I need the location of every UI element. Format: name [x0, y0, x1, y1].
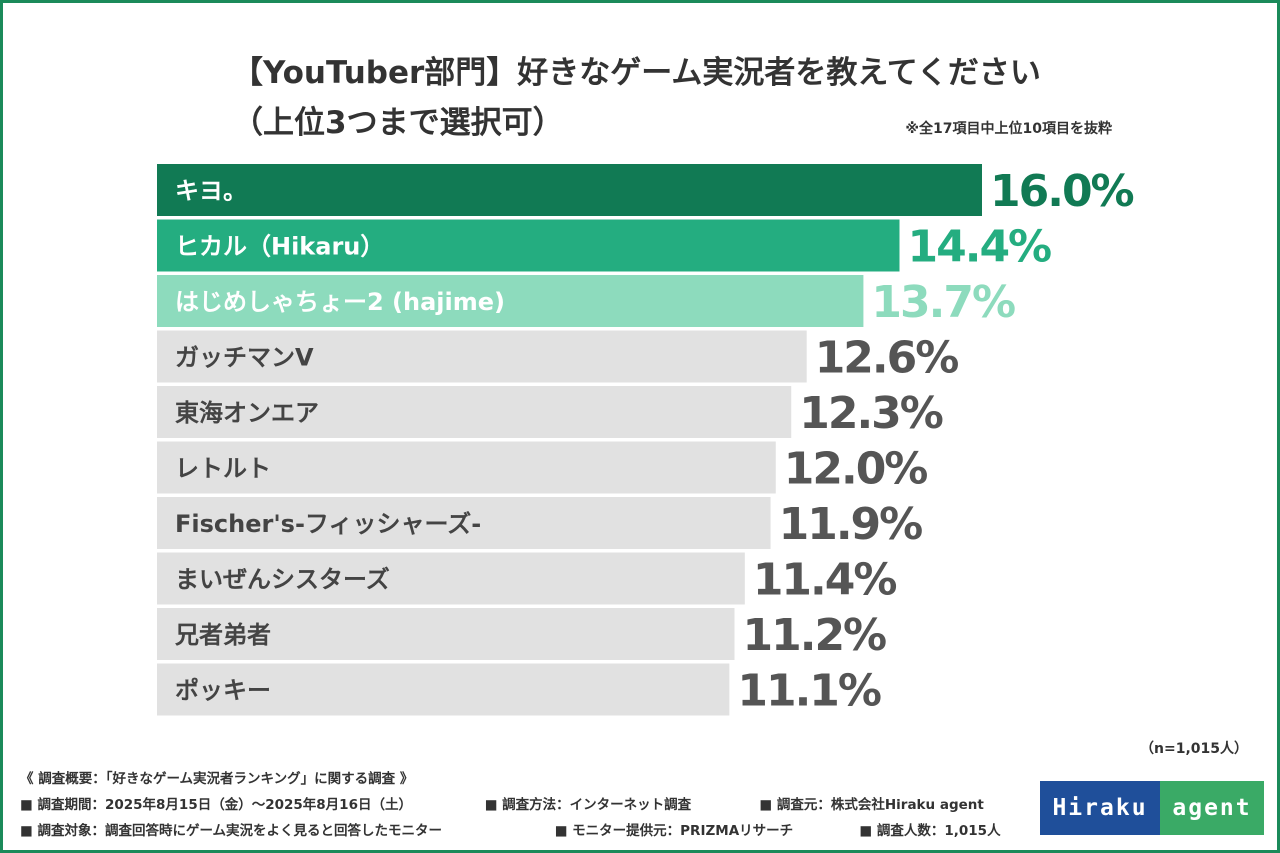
logo-text-hiraku: Hiraku	[1040, 781, 1160, 835]
value-label-3: 13.7%	[871, 277, 1015, 328]
bar-6	[157, 441, 776, 494]
category-label-4: ガッチマンV	[175, 344, 314, 372]
value-label-5: 12.3%	[799, 388, 943, 439]
value-label-1: 16.0%	[990, 166, 1134, 217]
category-label-10: ポッキー	[175, 677, 271, 705]
excerpt-note: ※全17項目中上位10項目を抜粋	[905, 121, 1112, 137]
category-label-5: 東海オンエア	[175, 399, 319, 427]
bar-8	[157, 552, 745, 605]
hiraku-agent-logo: Hiraku agent	[1040, 781, 1264, 835]
bar-5	[157, 386, 792, 438]
title-line-2: （上位3つまで選択可）	[232, 105, 564, 141]
title-line-1: 【YouTuber部門】好きなゲーム実況者を教えてください	[232, 55, 1041, 91]
monitor-provider: ■ モニター提供元：PRIZMAリサーチ	[554, 823, 794, 839]
value-label-9: 11.2%	[743, 610, 887, 661]
bar-9	[157, 608, 735, 660]
bar-7	[157, 497, 771, 549]
sample-size-note: （n=1,015人）	[1140, 741, 1248, 757]
bar-10	[157, 663, 730, 716]
value-label-8: 11.4%	[753, 555, 897, 606]
bar-2	[157, 219, 900, 272]
value-label-7: 11.9%	[779, 499, 923, 550]
survey-organizer: ■ 調査元：株式会社Hiraku agent	[759, 797, 984, 813]
survey-footer: 《 調査概要：「好きなゲーム実況者ランキング」に関する調査 》 ■ 調査期間：2…	[20, 766, 1001, 844]
category-label-6: レトルト	[175, 455, 271, 483]
category-label-3: はじめしゃちょー2 (hajime)	[175, 288, 505, 316]
chart-title: 【YouTuber部門】好きなゲーム実況者を教えてください （上位3つまで選択可…	[232, 48, 1041, 148]
value-label-6: 12.0%	[784, 444, 928, 495]
survey-count: ■ 調査人数：1,015人	[859, 823, 1001, 839]
category-label-9: 兄者弟者	[174, 621, 271, 649]
survey-target: ■ 調査対象：調査回答時にゲーム実況をよく見ると回答したモニター	[20, 823, 443, 839]
category-label-7: Fischer's-フィッシャーズ-	[175, 510, 481, 538]
value-label-10: 11.1%	[737, 666, 881, 717]
survey-method: ■ 調査方法：インターネット調査	[484, 797, 692, 813]
category-label-1: キヨ。	[175, 177, 247, 205]
bar-4	[157, 330, 807, 383]
logo-text-agent: agent	[1160, 781, 1264, 835]
category-label-2: ヒカル（Hikaru）	[175, 233, 384, 261]
value-label-2: 14.4%	[908, 222, 1052, 273]
category-label-8: まいぜんシスターズ	[175, 566, 390, 594]
value-label-4: 12.6%	[815, 333, 959, 384]
bar-3	[157, 275, 864, 327]
survey-summary: 《 調査概要：「好きなゲーム実況者ランキング」に関する調査 》	[20, 771, 414, 787]
survey-period: ■ 調査期間：2025年8月15日（金）～2025年8月16日（土）	[20, 797, 412, 813]
bar-1	[157, 164, 982, 216]
